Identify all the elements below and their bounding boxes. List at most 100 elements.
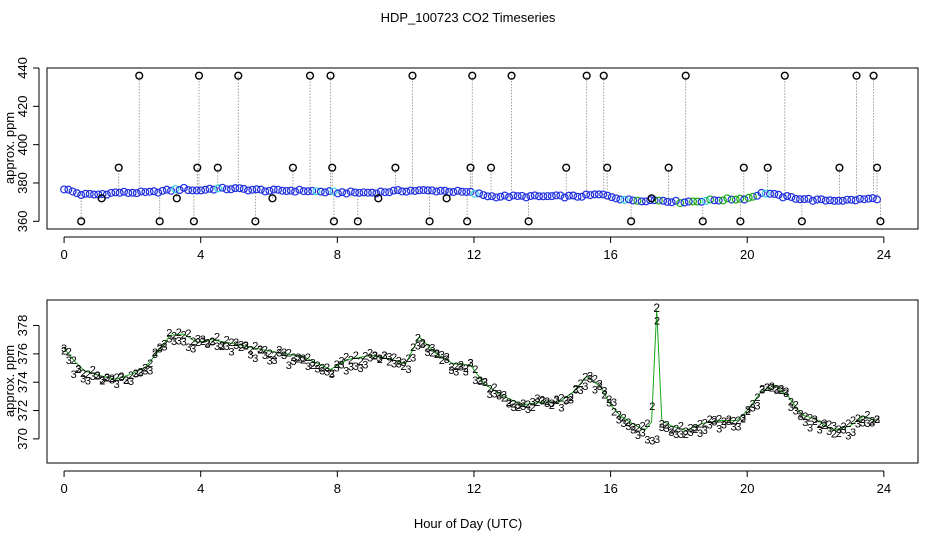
series-2-point: 2 — [577, 378, 583, 390]
series-3-point: 3 — [109, 374, 115, 386]
series-2-point: 2 — [554, 395, 560, 407]
series-2-point: 2 — [525, 399, 531, 411]
baseline-point — [825, 196, 834, 205]
x-axis-label: Hour of Day (UTC) — [414, 516, 522, 531]
series-3-point: 3 — [587, 373, 593, 385]
baseline-point — [252, 185, 261, 194]
series-2-point: 2 — [769, 382, 775, 394]
series-2-point: 2 — [85, 369, 91, 381]
series-3-point: 3 — [171, 336, 177, 348]
series-2-point: 2 — [300, 355, 306, 367]
series-3-point: 3 — [353, 361, 359, 373]
series-3-point: 3 — [644, 435, 650, 447]
series-2-point: 2 — [874, 414, 880, 426]
series-2-point: 2 — [147, 358, 153, 370]
series-3-point: 3 — [616, 415, 622, 427]
series-2-point: 2 — [362, 351, 368, 363]
series-3-point: 3 — [467, 357, 473, 369]
series-3-point: 3 — [386, 351, 392, 363]
baseline-point — [513, 192, 522, 201]
series-2-point: 2 — [391, 352, 397, 364]
series-2-point: 2 — [821, 420, 827, 432]
outlier-point — [486, 163, 496, 172]
series-2-point: 2 — [271, 350, 277, 362]
baseline-point — [398, 187, 407, 196]
series-2-point: 2 — [415, 333, 421, 345]
series-3-point: 3 — [123, 375, 129, 387]
series-3-point: 3 — [831, 421, 837, 433]
outlier-point — [97, 194, 106, 203]
series-2-point: 2 — [439, 355, 445, 367]
series-2-point: 2 — [635, 423, 641, 435]
series-2-point: 2 — [534, 397, 540, 409]
series-3-point: 3 — [329, 369, 335, 381]
baseline-point — [303, 187, 312, 196]
baseline-point — [607, 193, 616, 202]
outlier-point — [328, 163, 337, 172]
series-2-point: 2 — [204, 338, 210, 350]
series-2-point: 2 — [329, 368, 335, 380]
series-2-point: 2 — [114, 372, 120, 384]
series-3-point: 3 — [812, 414, 818, 426]
series-2-point: 2 — [797, 408, 803, 420]
baseline-point — [599, 190, 608, 199]
baseline-point — [860, 195, 869, 204]
baseline-point — [184, 186, 193, 195]
series-2-point: 2 — [166, 328, 172, 340]
series-3-point: 3 — [295, 352, 301, 364]
series-2-point: 2 — [377, 354, 383, 366]
series-2-point: 2 — [515, 402, 521, 414]
series-2-point: 2 — [802, 411, 808, 423]
outlier-point — [193, 163, 202, 172]
series-3-point: 3 — [601, 386, 607, 398]
baseline-point — [423, 186, 432, 195]
baseline-point — [346, 187, 355, 196]
series-2-point: 2 — [429, 347, 435, 359]
series-3-point: 3 — [90, 371, 96, 383]
series-2-point: 2 — [281, 347, 287, 359]
x-tick-label: 24 — [877, 247, 891, 262]
baseline-point — [855, 194, 864, 203]
baseline-point — [830, 196, 839, 205]
series-2-point: 2 — [381, 350, 387, 362]
baseline-point — [154, 188, 163, 197]
baseline-point — [693, 197, 702, 206]
top-data-marks — [60, 71, 885, 226]
outlier-point — [189, 217, 198, 226]
series-3-point: 3 — [410, 353, 416, 365]
series-2-point: 2 — [420, 337, 426, 349]
series-3-point: 3 — [707, 419, 713, 431]
series-2-point: 2 — [257, 345, 263, 357]
series-2-point: 2 — [520, 398, 526, 410]
series-2-point: 2 — [836, 428, 842, 440]
series-2-point: 2 — [793, 399, 799, 411]
series-3-point: 3 — [118, 372, 124, 384]
outlier-point — [374, 194, 383, 203]
series-3-point: 3 — [735, 421, 741, 433]
baseline-point — [736, 194, 745, 203]
series-2-point: 2 — [228, 337, 234, 349]
series-2-point: 2 — [133, 368, 139, 380]
baseline-point — [85, 189, 94, 198]
baseline-point — [291, 187, 300, 196]
series-2-point: 2 — [601, 390, 607, 402]
baseline-point — [620, 195, 629, 204]
series-2-point: 2 — [506, 397, 512, 409]
top-axes: 0 4 8 12 16 20 24 360 380 400 420 440 — [15, 57, 891, 262]
series-3-point: 3 — [511, 402, 517, 414]
bottom-panel: 2323232323232323232323232323232323232323… — [2, 299, 919, 531]
baseline-point — [483, 192, 492, 201]
series-2-point: 2 — [482, 377, 488, 389]
outlier-point — [466, 163, 475, 172]
series-3-point: 3 — [372, 350, 378, 362]
outlier-point — [524, 217, 533, 226]
baseline-point — [124, 188, 133, 197]
series-3-point: 3 — [396, 359, 402, 371]
series-2-point: 2 — [138, 367, 144, 379]
baseline-point — [218, 183, 227, 192]
baseline-point — [282, 187, 291, 196]
series-3-point: 3 — [405, 364, 411, 376]
series-3-point: 3 — [276, 347, 282, 359]
series-2-point: 2 — [243, 341, 249, 353]
series-3-point: 3 — [840, 424, 846, 436]
